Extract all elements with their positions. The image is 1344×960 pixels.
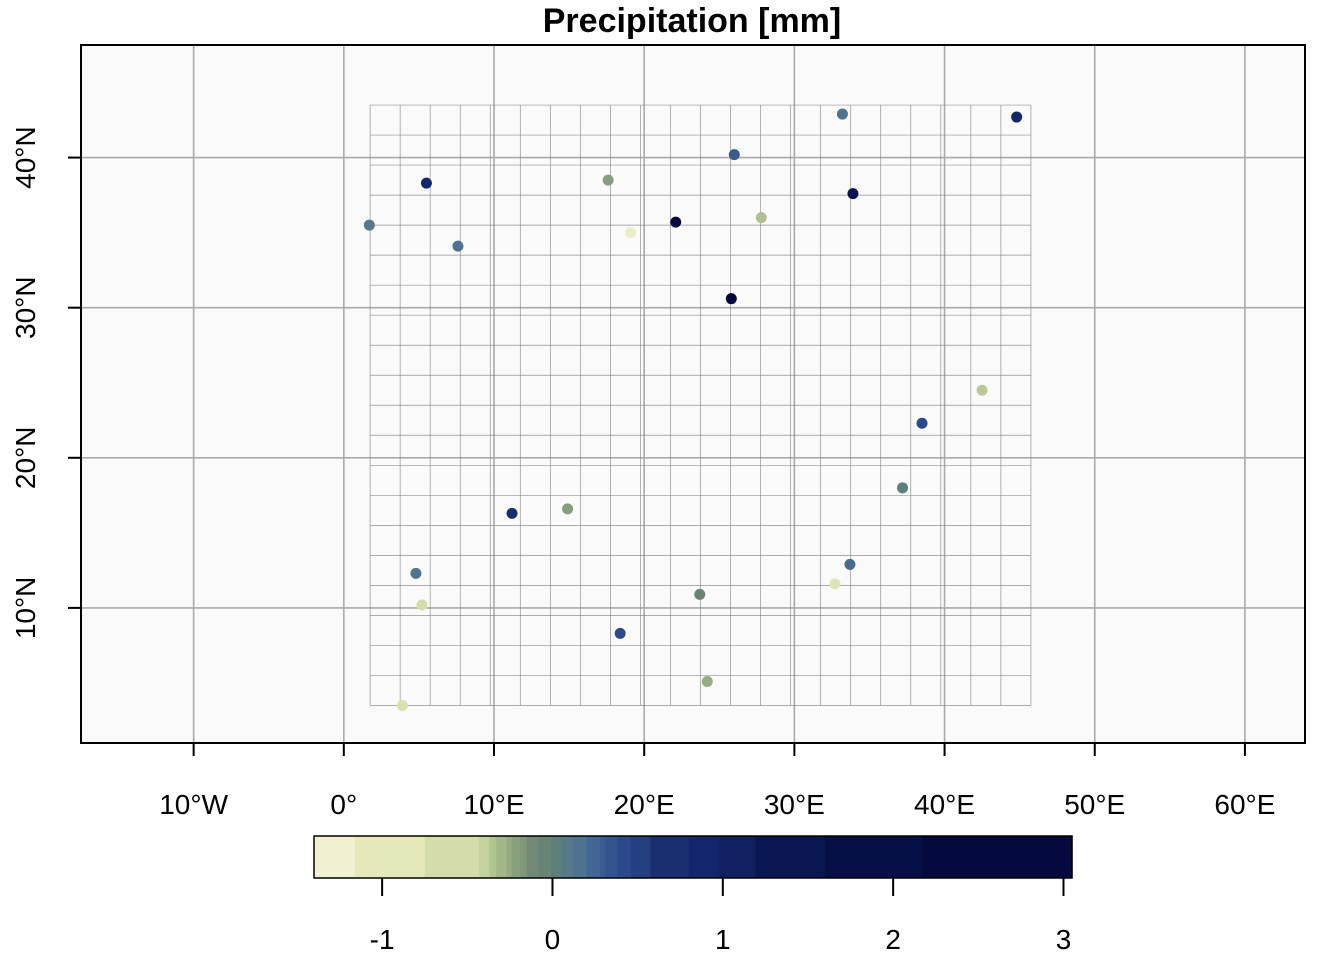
station-point: [625, 227, 637, 239]
colorbar-segment: [825, 836, 923, 878]
station-point: [1011, 111, 1023, 123]
station-point: [701, 675, 713, 687]
colorbar-segment: [511, 836, 521, 878]
station-point: [602, 174, 614, 186]
colorbar-segment: [314, 836, 356, 878]
graticule: [81, 45, 1305, 743]
station-point: [755, 212, 767, 224]
x-tick-label: 50°E: [1064, 789, 1125, 820]
colorbar-segment: [526, 836, 540, 878]
station-point: [396, 699, 408, 711]
station-points: [363, 108, 1023, 711]
station-point: [836, 108, 848, 120]
station-point: [728, 149, 740, 161]
colorbar-segment: [479, 836, 491, 878]
station-point: [844, 558, 856, 570]
colorbar-segment: [688, 836, 721, 878]
colorbar-tick-label: 1: [715, 924, 731, 955]
station-point: [506, 507, 518, 519]
plot-area: [81, 45, 1305, 743]
colorbar-segment: [605, 836, 618, 878]
colorbar-segment: [560, 836, 574, 878]
colorbar-segment: [922, 836, 1073, 878]
colorbar-segment: [651, 836, 690, 878]
colorbar-tick-label: 2: [885, 924, 901, 955]
colorbar-segment: [755, 836, 826, 878]
colorbar-segment: [550, 836, 562, 878]
colorbar: -1 0 1 2 3: [313, 835, 1073, 955]
colorbar-tick-label: 0: [545, 924, 561, 955]
y-tick-label: 40°N: [10, 126, 41, 189]
station-point: [452, 240, 464, 252]
station-point: [976, 384, 988, 396]
colorbar-border: [313, 835, 1073, 879]
colorbar-segment: [506, 836, 513, 878]
colorbar-segment: [719, 836, 756, 878]
station-point: [416, 599, 428, 611]
x-tick-label: 40°E: [914, 789, 975, 820]
x-tick-label: 20°E: [614, 789, 675, 820]
station-point: [363, 219, 375, 231]
station-point: [614, 627, 626, 639]
station-point: [410, 567, 422, 579]
x-tick-label: 60°E: [1214, 789, 1275, 820]
colorbar-tick-label: -1: [370, 924, 395, 955]
colorbar-tick-label: 3: [1056, 924, 1072, 955]
colorbar-segment: [520, 836, 528, 878]
colorbar-segment: [630, 836, 651, 878]
x-tick-label: 10°W: [159, 789, 228, 820]
colorbar-segment: [496, 836, 508, 878]
x-tick-label: 10°E: [463, 789, 524, 820]
colorbar-segment: [586, 836, 601, 878]
y-axis: 10°N 20°N 30°N 40°N: [10, 126, 82, 640]
colorbar-segment: [489, 836, 497, 878]
y-tick-label: 20°N: [10, 427, 41, 490]
y-tick-label: 30°N: [10, 276, 41, 339]
station-point: [916, 417, 928, 429]
station-point: [562, 503, 574, 515]
x-axis: 10°W 0° 10°E 20°E 30°E 40°E 50°E 60°E: [159, 742, 1275, 820]
station-point: [847, 188, 859, 200]
colorbar-segment: [538, 836, 552, 878]
station-point: [694, 588, 706, 600]
station-point: [420, 177, 432, 189]
y-tick-label: 10°N: [10, 577, 41, 640]
station-point: [670, 216, 682, 228]
x-tick-label: 0°: [330, 789, 357, 820]
x-tick-label: 30°E: [764, 789, 825, 820]
colorbar-segment: [572, 836, 588, 878]
station-point: [725, 293, 737, 305]
plot-background: [81, 45, 1305, 743]
station-point: [897, 482, 909, 494]
raster-grid: [369, 104, 1032, 706]
colorbar-segment: [617, 836, 632, 878]
colorbar-segment: [354, 836, 426, 878]
chart-title: Precipitation [mm]: [542, 2, 842, 40]
colorbar-segment: [600, 836, 606, 878]
colorbar-segment: [424, 836, 480, 878]
colorbar-segment: [649, 836, 652, 878]
station-point: [829, 578, 841, 590]
